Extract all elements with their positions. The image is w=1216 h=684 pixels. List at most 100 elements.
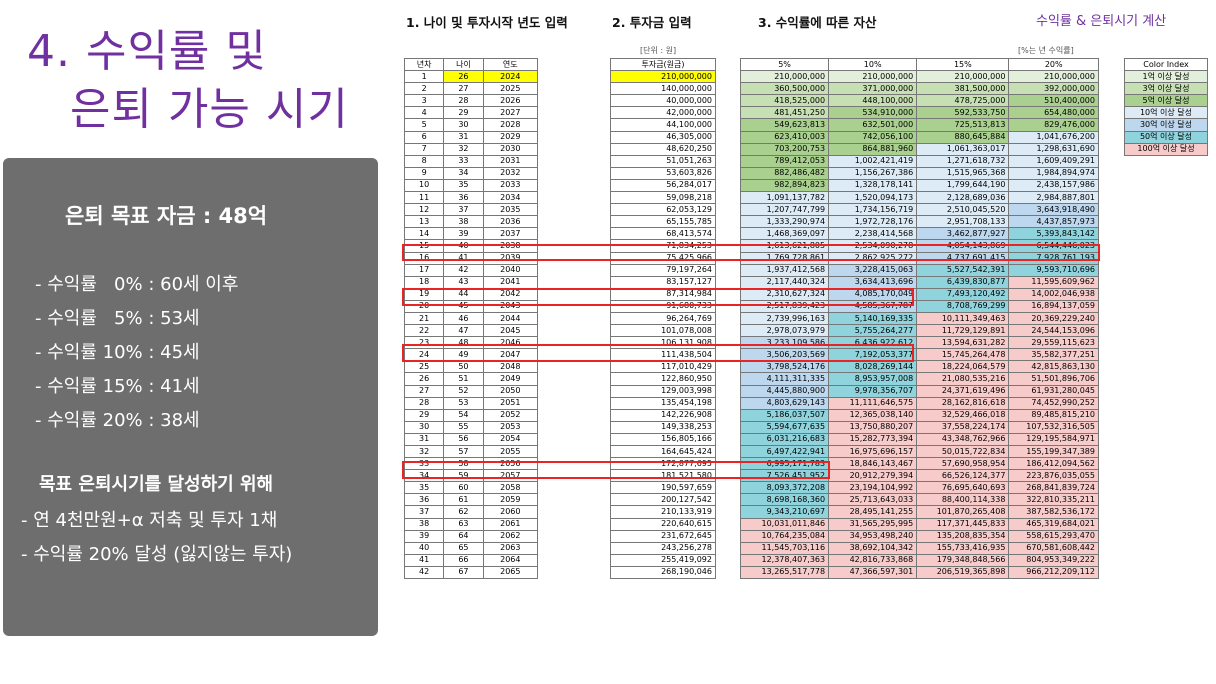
asset-cell: 4,803,629,143 [739, 396, 830, 410]
rate-line-10: - 수익률 10% : 45세 [35, 342, 200, 363]
asset-cell: 558,615,293,470 [1008, 529, 1099, 543]
table-row: 623,410,003 742,056,100 880,645,884 1,041,6… [739, 130, 1099, 144]
year-cell: 2035 [482, 203, 539, 217]
asset-cell: 210,000,000 [828, 70, 918, 84]
plan-title: 목표 은퇴시기를 달성하기 위해 [39, 474, 274, 495]
age-cell: 53 [443, 396, 484, 410]
invest-cell: 51,051,263 [610, 154, 716, 168]
asset-cell: 57,690,958,954 [916, 457, 1010, 471]
table-row: 46,305,000 [610, 130, 716, 144]
asset-cell: 210,000,000 [916, 70, 1010, 84]
asset-cell: 381,500,000 [916, 82, 1010, 96]
year-no-cell: 27 [403, 384, 445, 398]
table-row: 65,155,785 [610, 215, 716, 229]
year-cell: 2048 [482, 360, 539, 374]
asset-cell: 6,031,216,683 [739, 432, 830, 447]
table-row: 210,000,000 [610, 70, 716, 84]
invest-cell: 135,454,198 [610, 396, 716, 410]
legend-row: 30억 이상 달성 [1124, 118, 1208, 132]
color-index-table: Color Index 1억 이상 달성 3억 이상 달성 5억 이상 달성 10억 … [1124, 57, 1208, 156]
invest-cell: 40,000,000 [610, 94, 716, 108]
year-cell: 2024 [482, 70, 539, 84]
asset-cell: 28,162,816,618 [916, 396, 1010, 410]
table-row: 220,640,615 [610, 517, 716, 531]
age-cell: 34 [443, 166, 484, 180]
table-row: 129,003,998 [610, 384, 716, 398]
asset-cell: 24,371,619,496 [916, 384, 1010, 398]
asset-cell: 7,493,120,492 [916, 287, 1010, 301]
asset-cell: 5,755,264,277 [828, 324, 918, 338]
col-header-15: 15% [916, 57, 1010, 72]
year-cell: 2028 [482, 118, 539, 132]
year-cell: 2041 [482, 275, 539, 289]
asset-cell: 1,328,178,141 [828, 178, 918, 193]
year-no-cell: 17 [403, 263, 445, 277]
invest-cell: 231,672,645 [610, 529, 716, 543]
invest-cell: 210,133,919 [610, 505, 716, 519]
table-row: 2,978,073,979 5,755,264,277 11,729,129,891… [739, 324, 1099, 338]
table-row: 2 27 2025 [403, 82, 539, 96]
slide-title-line2: 은퇴 가능 시기 [70, 84, 349, 135]
legend-item: 3억 이상 달성 [1124, 82, 1208, 96]
table-row: 6 31 2029 [403, 130, 539, 144]
asset-cell: 16,894,137,059 [1008, 299, 1099, 313]
table-row: 24 49 2047 [403, 348, 539, 362]
table-row: 68,413,574 [610, 227, 716, 241]
invest-cell: 44,100,000 [610, 118, 716, 132]
asset-cell: 35,582,377,251 [1008, 348, 1099, 362]
table-row: 27 52 2050 [403, 384, 539, 398]
table-row: 79,197,264 [610, 263, 716, 277]
year-no-cell: 8 [403, 154, 445, 168]
year-no-cell: 5 [403, 118, 445, 132]
asset-cell: 268,841,839,724 [1008, 481, 1099, 495]
legend-item: 10억 이상 달성 [1124, 106, 1208, 120]
asset-cell: 43,348,762,966 [916, 432, 1010, 447]
table-row: 56,284,017 [610, 178, 716, 193]
invest-cell: 62,053,129 [610, 203, 716, 217]
asset-cell: 2,951,708,133 [916, 215, 1010, 229]
asset-cell: 28,495,141,255 [828, 505, 918, 519]
table-row: 34 59 2057 [403, 469, 539, 483]
asset-cell: 10,031,011,846 [739, 517, 830, 531]
slide-title-line1: 4. 수익률 및 [27, 26, 267, 77]
asset-cell: 549,623,813 [739, 118, 830, 132]
age-cell: 63 [443, 517, 484, 531]
year-cell: 2050 [482, 384, 539, 398]
age-cell: 33 [443, 154, 484, 168]
year-no-cell: 35 [403, 481, 445, 495]
year-cell: 2031 [482, 154, 539, 168]
asset-cell: 322,810,335,211 [1008, 493, 1099, 507]
table-row: 96,264,769 [610, 311, 716, 326]
invest-cell: 200,127,542 [610, 493, 716, 507]
age-cell: 57 [443, 444, 484, 459]
invest-cell: 142,226,908 [610, 408, 716, 422]
table-row: 8 33 2031 [403, 154, 539, 168]
year-no-cell: 41 [403, 553, 445, 567]
table-row: 9,343,210,697 28,495,141,255 101,870,265,4… [739, 505, 1099, 519]
legend-item: 30억 이상 달성 [1124, 118, 1208, 132]
table-row: 10 35 2033 [403, 178, 539, 193]
asset-cell: 6,995,171,783 [739, 457, 830, 471]
table-row: 4,445,880,900 9,978,356,707 24,371,619,496… [739, 384, 1099, 398]
asset-cell: 1,298,631,690 [1008, 142, 1099, 156]
asset-cell: 11,111,646,575 [828, 396, 918, 410]
table-row: 10,764,235,084 34,953,498,240 135,208,835,… [739, 529, 1099, 543]
asset-cell: 13,750,880,207 [828, 420, 918, 434]
invest-cell: 190,597,659 [610, 481, 716, 495]
year-cell: 2052 [482, 408, 539, 422]
asset-cell: 16,975,696,157 [828, 444, 918, 459]
year-cell: 2064 [482, 553, 539, 567]
invest-cell: 68,413,574 [610, 227, 716, 241]
table-row: 5,594,677,635 13,750,880,207 37,558,224,17… [739, 420, 1099, 434]
table-row: 190,597,659 [610, 481, 716, 495]
asset-cell: 7,928,761,193 [1008, 251, 1099, 265]
table-row: 13 38 2036 [403, 215, 539, 229]
year-cell: 2040 [482, 263, 539, 277]
asset-cell: 3,643,918,490 [1008, 203, 1099, 217]
section-header-2: 2. 투자금 입력 [612, 15, 692, 30]
table-row: 37 62 2060 [403, 505, 539, 519]
asset-cell: 1,984,894,974 [1008, 166, 1099, 180]
asset-cell: 360,500,000 [739, 82, 830, 96]
asset-cell: 703,200,753 [739, 142, 830, 156]
invest-cell: 48,620,250 [610, 142, 716, 156]
